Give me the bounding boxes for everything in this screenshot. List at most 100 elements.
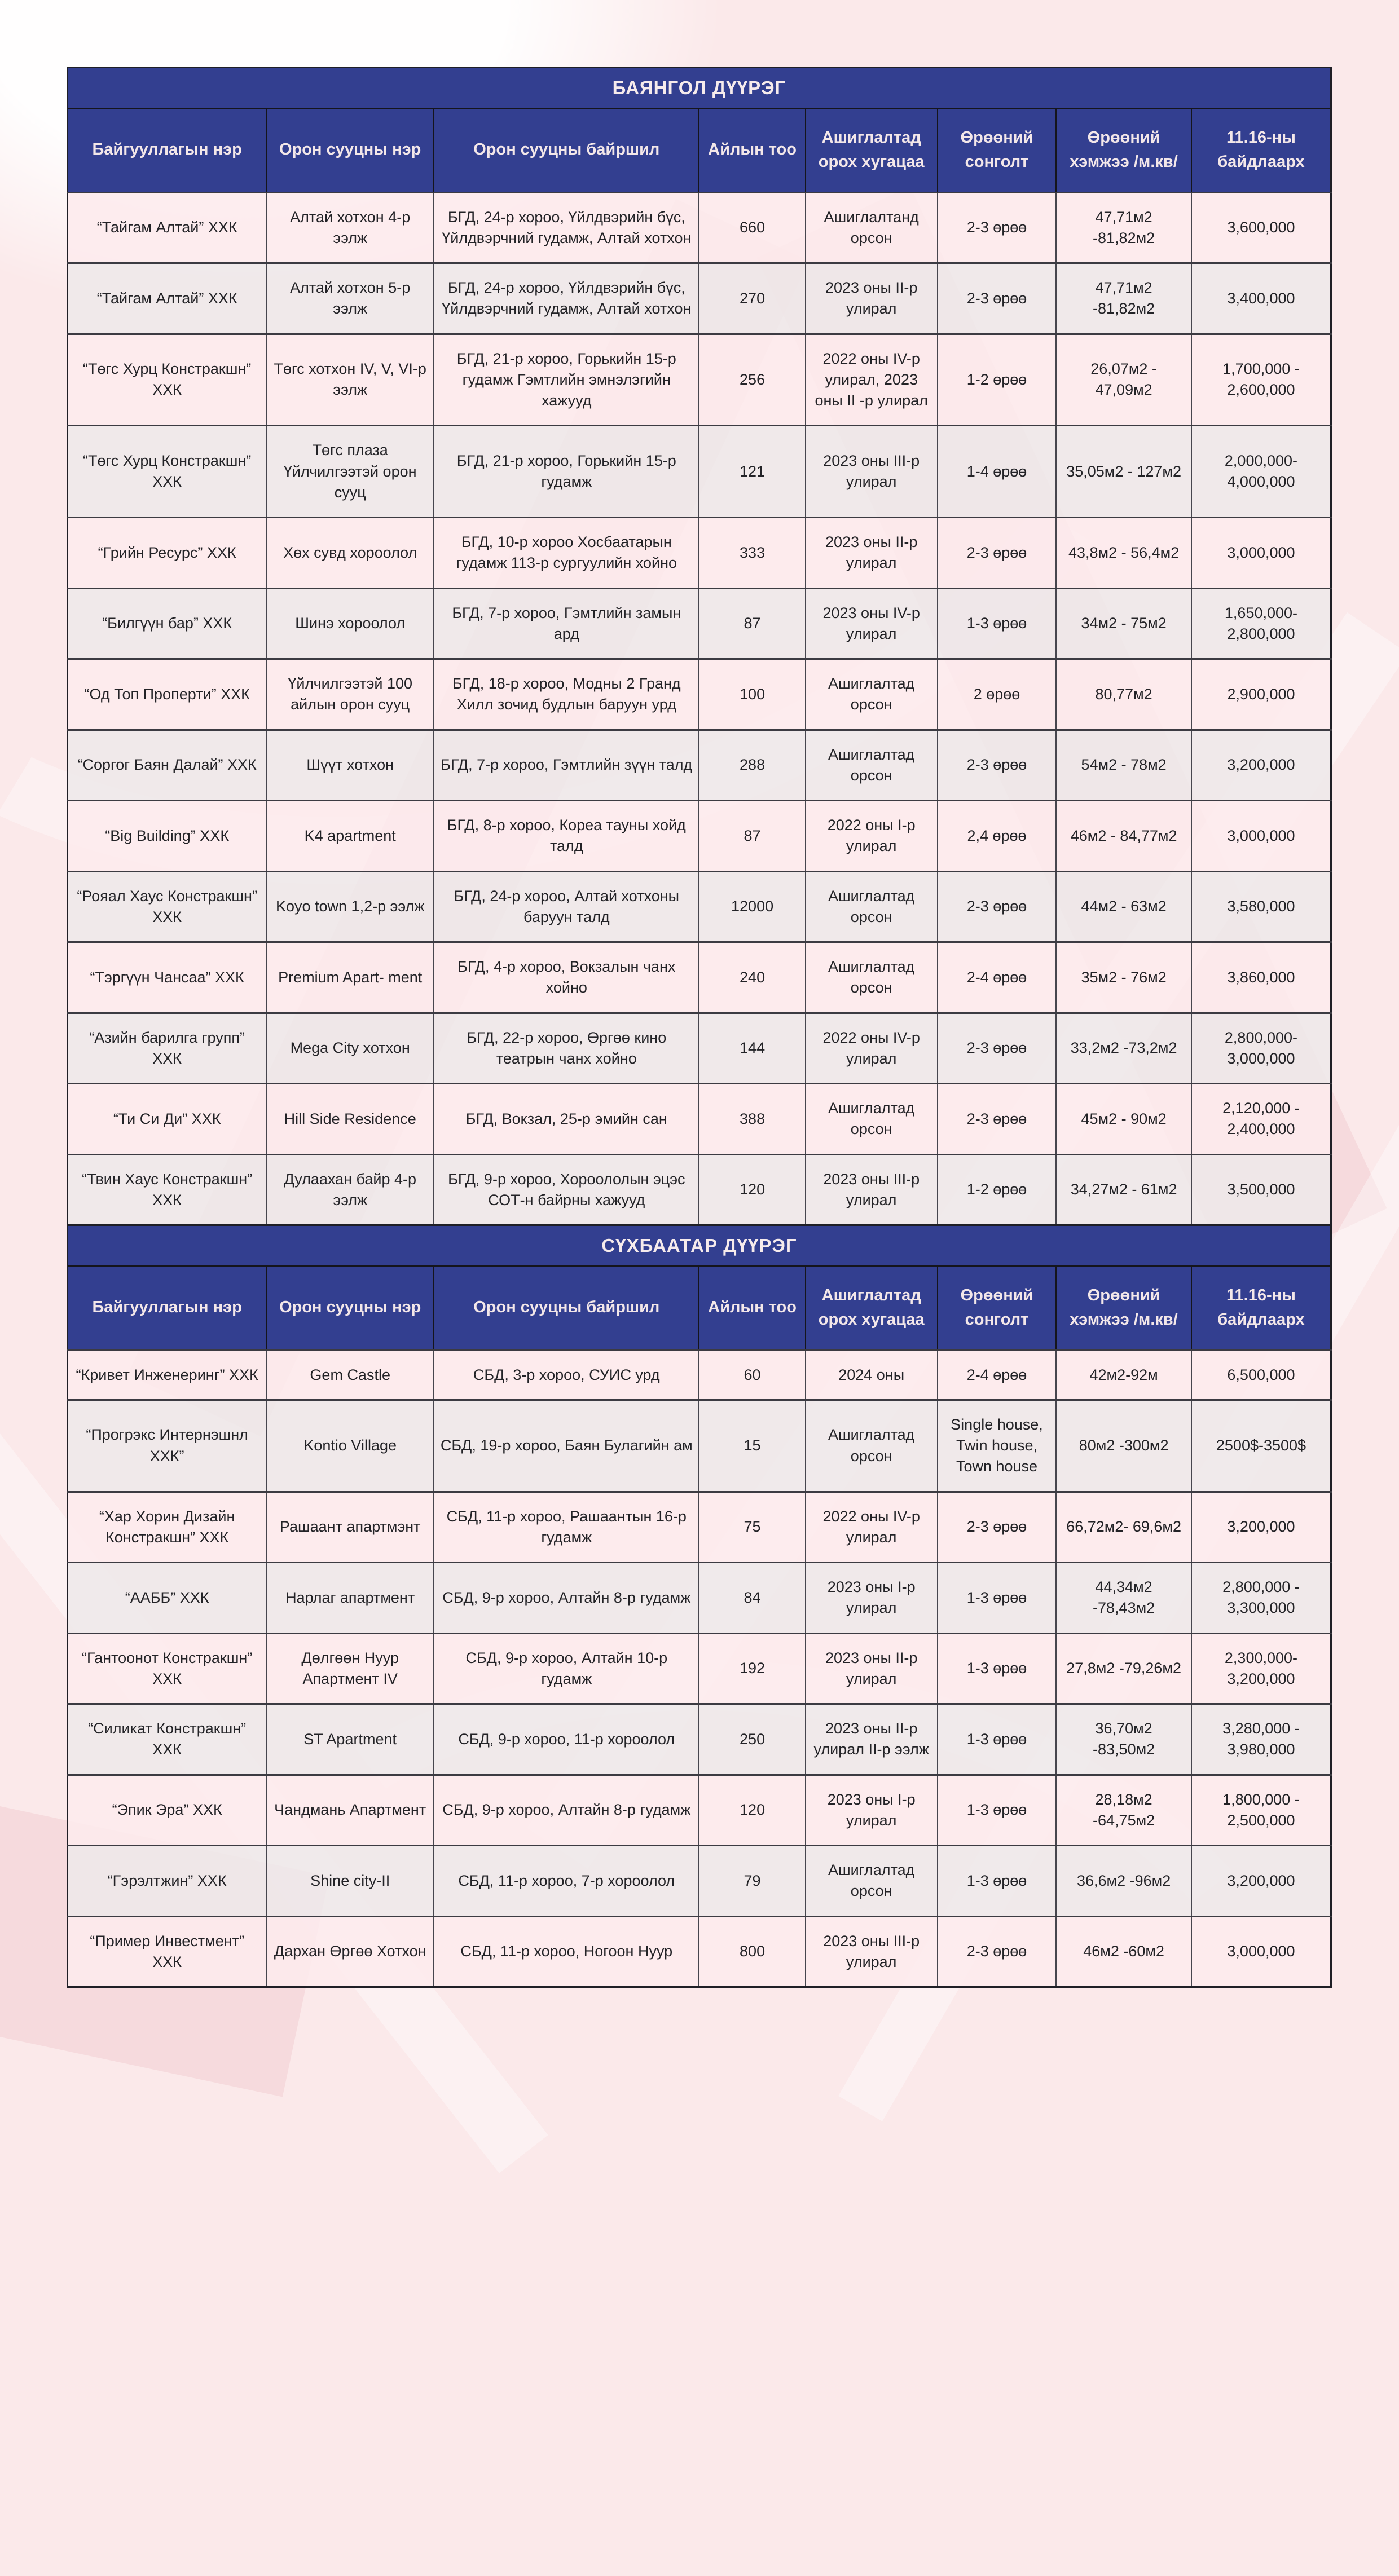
cell: 120 [698,1774,806,1846]
cell: “Азийн барилга групп” ХХК [67,1012,267,1084]
table-row: “Төгс Хурц Констракшн” ХХК Төгс плаза Үйл… [67,425,1331,518]
table-row: “Эпик Эра” ХХК Чандмань Апартмент СБД, 9-р… [67,1774,1331,1846]
cell: 26,07м2 - 47,09м2 [1055,333,1191,426]
cell: 2023 оны II-р улирал II-р ээлж [804,1703,938,1775]
column-header: Өрөөний хэмжээ /м.кв/ [1055,107,1191,193]
cell: 2024 оны [804,1349,938,1400]
column-header-row: Байгууллагын нэр Орон сууцны нэр Орон сууц… [67,1265,1331,1351]
column-header-row: Байгууллагын нэр Орон сууцны нэр Орон сууц… [67,107,1331,193]
column-header: Айлын тоо [698,1265,806,1351]
cell: “Big Building” ХХК [67,800,267,872]
cell: БГД, 8-р хороо, Кореа тауны хойд талд [433,800,700,872]
cell: 2023 оны III-р улирал [804,1153,938,1225]
cell: СБД, 11-р хороо, Рашаантын 16-р гудамж [433,1490,700,1563]
cell: 192 [698,1632,806,1704]
table-row: “Гэрэлтжин” ХХК Shine city-II СБД, 11-р хо… [67,1845,1331,1917]
cell: Алтай хотхон 4-р ээлж [266,191,434,263]
cell: 2023 оны II-р улирал [804,262,938,334]
column-header: Байгууллагын нэр [67,1265,267,1351]
column-header: Айлын тоо [698,107,806,193]
cell: 2,900,000 [1190,658,1331,730]
cell: 3,200,000 [1190,1490,1331,1563]
cell: 660 [698,191,806,263]
cell: 2022 оны I-р улирал [804,800,938,872]
cell: 333 [698,517,806,589]
cell: 44,34м2 -78,43м2 [1055,1562,1191,1634]
table-row: “Пример Инвестмент” ХХК Дархан Өргөө Хотх… [67,1915,1331,1987]
cell: 35м2 - 76м2 [1055,941,1191,1013]
cell: 2023 оны IV-р улирал [804,587,938,659]
cell: Үйлчилгээтэй 100 айлын орон сууц [266,658,434,730]
column-header: Байгууллагын нэр [67,107,267,193]
cell: “Гантоонот Констракшн” ХХК [67,1632,267,1704]
cell: 3,500,000 [1190,1153,1331,1225]
cell: 47,71м2 -81,82м2 [1055,262,1191,334]
cell: 2023 оны I-р улирал [804,1774,938,1846]
cell: 1-3 өрөө [936,1774,1057,1846]
table-row: “Гантоонот Констракшн” ХХК Дөлгөөн Нуур А… [67,1632,1331,1704]
column-header: Өрөөний сонголт [936,1265,1057,1351]
table-row: “ААББ” ХХК Нарлаг апартмент СБД, 9-р хороо… [67,1562,1331,1634]
cell: 250 [698,1703,806,1775]
cell: 1,700,000 - 2,600,000 [1190,333,1331,426]
cell: 60 [698,1349,806,1400]
cell: СБД, 9-р хороо, 11-р хороолол [433,1703,700,1775]
table-row: “Big Building” ХХК K4 apartment БГД, 8-р х… [67,800,1331,872]
cell: 35,05м2 - 127м2 [1055,425,1191,518]
cell: Ашиглалтад орсон [804,658,938,730]
cell: БГД, 18-р хороо, Модны 2 Гранд Хилл зочи… [433,658,700,730]
cell: Шүүт хотхон [266,729,434,801]
cell: СБД, 9-р хороо, Алтайн 8-р гудамж [433,1562,700,1634]
cell: 2,800,000 - 3,300,000 [1190,1562,1331,1634]
cell: 80м2 -300м2 [1055,1399,1191,1492]
cell: 42м2-92м [1055,1349,1191,1400]
cell: 1,650,000- 2,800,000 [1190,587,1331,659]
cell: 3,280,000 - 3,980,000 [1190,1703,1331,1775]
cell: Kontio Village [266,1399,434,1492]
table-row: “Азийн барилга групп” ХХК Mega City хотхо… [67,1012,1331,1084]
cell: Хөх сувд хороолол [266,517,434,589]
cell: 15 [698,1399,806,1492]
cell: 388 [698,1083,806,1155]
cell: Ашиглалтад орсон [804,941,938,1013]
cell: “Хар Хорин Дизайн Констракшн” ХХК [67,1490,267,1563]
cell: СБД, 19-р хороо, Баян Булагийн ам [433,1399,700,1492]
cell: 2-3 өрөө [936,1083,1057,1155]
cell: “Твин Хаус Констракшн” ХХК [67,1153,267,1225]
cell: Ашиглалтад орсон [804,1845,938,1917]
cell: “ААББ” ХХК [67,1562,267,1634]
table-row: “Билгүүн бар” ХХК Шинэ хороолол БГД, 7-р х… [67,587,1331,659]
cell: 87 [698,800,806,872]
column-header: Орон сууцны байршил [433,1265,700,1351]
cell: БГД, 24-р хороо, Үйлдвэрийн бүс, Үйлдвэр… [433,191,700,263]
cell: 47,71м2 -81,82м2 [1055,191,1191,263]
cell: 80,77м2 [1055,658,1191,730]
cell: 1,800,000 - 2,500,000 [1190,1774,1331,1846]
table-row: “Прогрэкс Интернэшнл ХХК” Kontio Village С… [67,1399,1331,1492]
cell: СБД, 9-р хороо, Алтайн 10-р гудамж [433,1632,700,1704]
cell: Shine city-II [266,1845,434,1917]
cell: БГД, 7-р хороо, Гэмтлийн замын ард [433,587,700,659]
cell: Дөлгөөн Нуур Апартмент IV [266,1632,434,1704]
cell: “Тайгам Алтай” ХХК [67,262,267,334]
cell: “Билгүүн бар” ХХК [67,587,267,659]
column-header: Орон сууцны байршил [433,107,700,193]
cell: 2,800,000- 3,000,000 [1190,1012,1331,1084]
table-row: “Од Топ Проперти” ХХК Үйлчилгээтэй 100 ай… [67,658,1331,730]
cell: 240 [698,941,806,1013]
cell: 2 өрөө [936,658,1057,730]
cell: 2023 оны II-р улирал [804,517,938,589]
cell: K4 apartment [266,800,434,872]
cell: 43,8м2 - 56,4м2 [1055,517,1191,589]
table-row: “Тэргүүн Чансаа” ХХК Premium Apart- ment Б… [67,941,1331,1013]
column-header: Өрөөний хэмжээ /м.кв/ [1055,1265,1191,1351]
cell: ST Apartment [266,1703,434,1775]
cell: 2022 оны IV-р улирал, 2023 оны II -р ули… [804,333,938,426]
cell: 121 [698,425,806,518]
cell: БГД, Вокзал, 25-р эмийн сан [433,1083,700,1155]
cell: Рашаант апартмэнт [266,1490,434,1563]
cell: 1-3 өрөө [936,1632,1057,1704]
cell: Ашиглалтад орсон [804,1083,938,1155]
cell: 3,580,000 [1190,870,1331,942]
cell: 2023 оны II-р улирал [804,1632,938,1704]
